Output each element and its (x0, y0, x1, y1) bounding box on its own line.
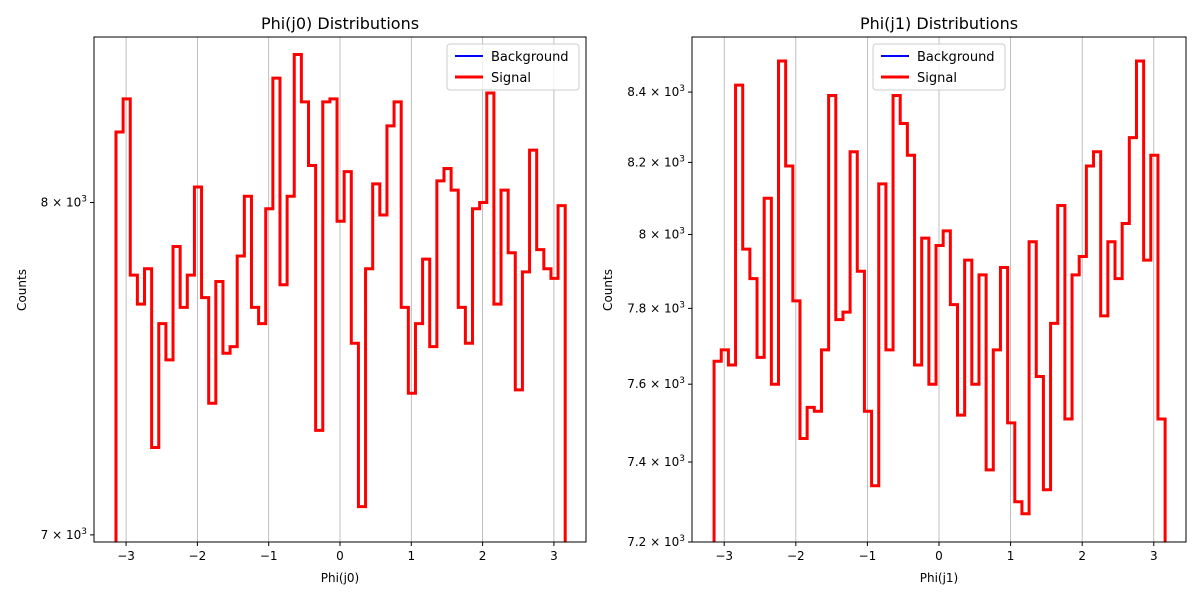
signal-step-line-phi-j0 (114, 53, 567, 542)
y-ticks-phi-j1: 7.2 × 103 7.4 × 103 7.6 × 103 7.8 × 103 8 × … (627, 84, 692, 549)
y-tick-label-phi-j0: 7 × 103 (41, 527, 87, 542)
y-tick-label-phi-j1: 7.2 × 103 (627, 534, 685, 549)
y-tick-label-phi-j1: 7.6 × 103 (627, 376, 685, 391)
x-tick-label-phi-j1: 1 (1007, 549, 1015, 563)
x-tick-label-phi-j0: 0 (336, 549, 344, 563)
x-axis-label-phi-j1: Phi(j1) (920, 571, 959, 585)
x-tick-label-phi-j1: −2 (787, 549, 805, 563)
legend-phi-j1: Background Signal (872, 43, 1006, 91)
legend-label-signal-phi-j1: Signal (917, 71, 957, 86)
x-tick-label-phi-j0: −1 (260, 549, 278, 563)
grid-phi-j0 (125, 37, 555, 542)
x-tick-label-phi-j1: 2 (1078, 549, 1086, 563)
x-tick-label-phi-j0: 3 (550, 549, 558, 563)
x-tick-label-phi-j0: 1 (407, 549, 415, 563)
y-axis-label-phi-j1: Counts (601, 269, 615, 311)
legend-label-background-phi-j1: Background (917, 50, 995, 65)
y-tick-label-phi-j1: 8 × 103 (639, 226, 685, 241)
chart-title-phi-j0: Phi(j0) Distributions (261, 14, 419, 33)
y-tick-label-phi-j0: 8 × 103 (41, 195, 87, 210)
signal-series-phi-j0 (114, 53, 567, 542)
x-ticks-phi-j0: −3 −2 −1 0 1 2 3 (117, 542, 558, 563)
y-ticks-phi-j0: 7 × 103 8 × 103 (41, 195, 94, 542)
y-tick-label-phi-j1: 7.4 × 103 (627, 454, 685, 469)
x-tick-label-phi-j0: −3 (117, 549, 135, 563)
legend-label-signal-phi-j0: Signal (491, 71, 531, 86)
y-axis-label-phi-j0: Counts (15, 269, 29, 311)
x-tick-label-phi-j0: 2 (479, 549, 487, 563)
y-tick-label-phi-j1: 8.2 × 103 (627, 154, 685, 169)
legend-label-background-phi-j0: Background (491, 50, 569, 65)
x-ticks-phi-j1: −3 −2 −1 0 1 2 3 (715, 542, 1158, 563)
x-tick-label-phi-j1: 0 (935, 549, 943, 563)
x-tick-label-phi-j0: −2 (189, 549, 207, 563)
y-tick-label-phi-j1: 8.4 × 103 (627, 84, 685, 99)
x-tick-label-phi-j1: −3 (715, 549, 733, 563)
signal-step-line-phi-j1 (712, 59, 1167, 542)
chart-phi-j0: −3 −2 −1 0 1 2 3 7 × 103 8 × 103 Phi(j0) Distri… (15, 14, 587, 585)
signal-series-phi-j1 (712, 59, 1167, 542)
x-axis-label-phi-j0: Phi(j0) (321, 571, 360, 585)
grid-phi-j1 (723, 37, 1155, 542)
x-tick-label-phi-j1: −1 (859, 549, 877, 563)
legend-phi-j0: Background Signal (446, 43, 580, 91)
y-tick-label-phi-j1: 7.8 × 103 (627, 300, 685, 315)
chart-title-phi-j1: Phi(j1) Distributions (860, 14, 1018, 33)
x-tick-label-phi-j1: 3 (1150, 549, 1158, 563)
